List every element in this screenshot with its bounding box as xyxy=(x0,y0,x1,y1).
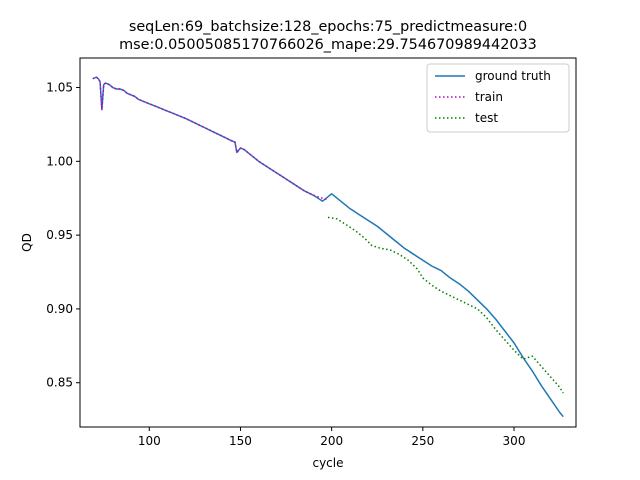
legend-label: train xyxy=(475,90,503,104)
x-tick-label: 100 xyxy=(138,434,161,448)
plot-frame xyxy=(79,57,577,428)
legend-label: test xyxy=(475,111,498,125)
y-axis: 0.85 0.90 0.95 1.00 1.05 xyxy=(46,81,80,390)
series-line-train xyxy=(92,76,329,201)
legend: ground truth train test xyxy=(426,63,570,133)
chart-title-line-1: seqLen:69_batchsize:128_epochs:75_predic… xyxy=(129,19,527,35)
x-tick-label: 200 xyxy=(320,434,343,448)
y-tick-label: 0.95 xyxy=(46,228,73,242)
y-tick-label: 1.00 xyxy=(46,154,73,168)
x-axis: 100 150 200 250 300 xyxy=(138,427,526,448)
y-axis-label: QD xyxy=(20,233,34,252)
series-layer xyxy=(92,76,564,418)
y-tick-label: 0.85 xyxy=(46,376,73,390)
chart-title-line-2: mse:0.05005085170766026_mape:29.75467098… xyxy=(119,37,537,53)
x-tick-label: 150 xyxy=(229,434,252,448)
legend-box xyxy=(426,63,570,133)
x-tick-label: 250 xyxy=(411,434,434,448)
y-tick-label: 0.90 xyxy=(46,302,73,316)
x-tick-label: 300 xyxy=(503,434,526,448)
series-line-ground-truth xyxy=(92,76,564,418)
x-axis-label: cycle xyxy=(312,456,343,470)
y-tick-label: 1.05 xyxy=(46,81,73,95)
legend-label: ground truth xyxy=(475,69,551,83)
